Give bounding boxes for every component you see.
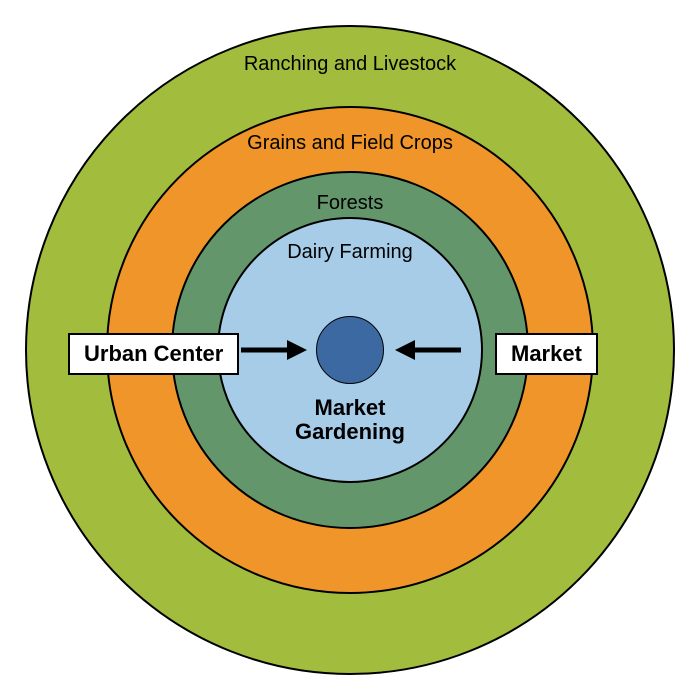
callout-urban-center-label: Urban Center [84, 341, 223, 366]
callout-market-box: Market [495, 333, 598, 375]
center-label-market-gardening: Market Gardening [25, 396, 675, 444]
ring-label-grains: Grains and Field Crops [108, 132, 592, 155]
ring-label-dairy: Dairy Farming [219, 241, 481, 264]
arrow-right-icon [393, 335, 463, 365]
center-label-line2: Gardening [295, 419, 405, 444]
ring-label-forests: Forests [173, 192, 527, 215]
arrow-left-icon [239, 335, 309, 365]
callout-market-label: Market [511, 341, 582, 366]
center-label-line1: Market [315, 395, 386, 420]
ring-label-ranching: Ranching and Livestock [27, 53, 673, 76]
center-dot [316, 316, 384, 384]
callout-urban-center-box: Urban Center [68, 333, 239, 375]
von-thunen-diagram: Ranching and Livestock Grains and Field … [25, 25, 675, 675]
